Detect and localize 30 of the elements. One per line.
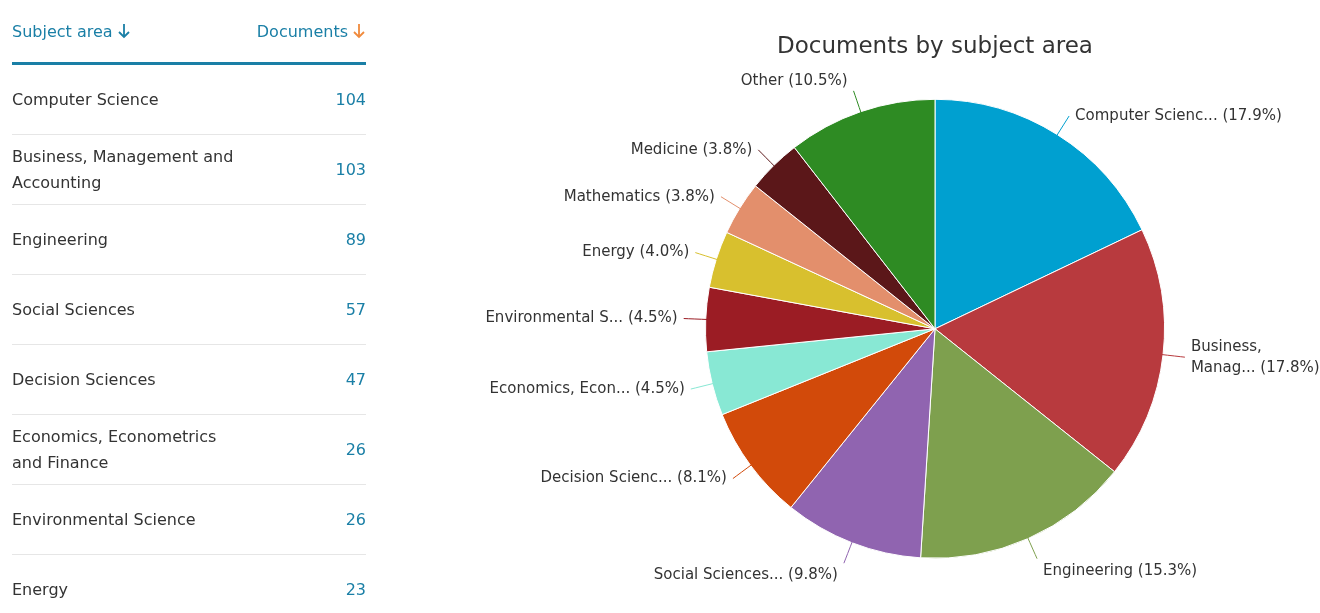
slice-label: Business, Manag... (17.8%): [1190, 337, 1320, 377]
slice-label: Social Sciences... (9.8%): [653, 565, 838, 584]
data-label: 26: [345, 510, 366, 529]
data-label: 23: [345, 580, 366, 599]
data-label: 26: [345, 440, 366, 459]
data-label: 89: [345, 230, 366, 249]
category-label: Social Sciences: [12, 298, 136, 321]
category-label: Environmental Science: [12, 508, 197, 531]
slice-label: Engineering (15.3%): [1043, 560, 1198, 579]
data-label: 104: [335, 90, 366, 109]
chart-title: Documents by subject area: [777, 31, 1093, 58]
category-label: Economics, Econometrics and Finance: [12, 425, 218, 474]
data-label: 57: [345, 300, 366, 319]
slice-label: Decision Scienc... (8.1%): [540, 468, 727, 487]
data-label: 103: [335, 160, 366, 179]
slice-label: Computer Scienc... (17.9%): [1075, 105, 1282, 124]
slice-label: Medicine (3.8%): [630, 139, 753, 158]
slice-label: Energy (4.0%): [582, 242, 690, 261]
category-label: Decision Sciences: [12, 368, 157, 391]
category-label: Business, Management and Accounting: [12, 145, 235, 194]
text: Subject area: [12, 21, 113, 41]
data-label: 47: [345, 370, 366, 389]
category-label: Computer Science: [12, 88, 160, 111]
slice-label: Other (10.5%): [740, 70, 848, 89]
slice-label: Economics, Econ... (4.5%): [489, 378, 685, 397]
slice-label: Mathematics (3.8%): [563, 186, 715, 205]
text: Documents: [256, 21, 348, 41]
category-label: Energy: [12, 578, 69, 601]
slice-label: Environmental S... (4.5%): [485, 308, 678, 327]
category-label: Engineering: [12, 228, 109, 251]
